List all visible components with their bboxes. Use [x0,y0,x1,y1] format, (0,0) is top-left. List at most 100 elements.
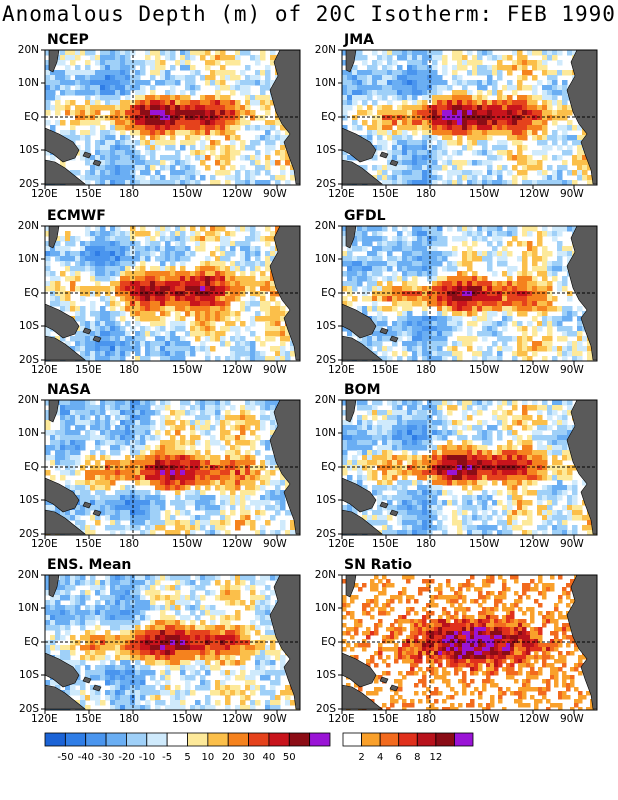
field-cell [140,140,146,146]
field-cell [437,351,443,357]
field-cell [45,251,51,257]
field-cell [372,261,378,267]
field-cell [125,60,131,66]
field-cell [105,95,111,101]
field-cell [402,326,408,332]
field-cell [432,135,438,141]
field-cell [225,100,231,106]
field-cell [165,351,171,357]
field-cell [487,231,493,237]
field-cell [200,145,206,151]
field-cell [407,135,413,141]
field-cell [150,150,156,156]
field-cell [422,70,428,76]
field-cell [452,236,458,242]
field-cell [215,120,221,126]
field-cell [105,50,111,56]
field-cell [377,140,383,146]
field-cell [145,420,151,426]
field-cell [265,356,271,361]
field-cell [447,100,453,106]
field-cell [225,311,231,317]
field-cell [537,80,543,86]
field-cell [472,65,478,71]
field-cell [65,236,71,242]
field-cell [402,55,408,61]
field-cell [477,100,483,106]
field-cell [225,460,231,466]
field-cell [55,440,61,446]
field-cell [387,246,393,252]
field-cell [472,140,478,146]
field-cell [412,326,418,332]
field-cell [125,435,131,441]
field-cell [502,346,508,352]
field-cell [140,455,146,461]
field-cell [190,80,196,86]
field-cell [462,145,468,151]
figure-title: Anomalous Depth (m) of 20C Isotherm: FEB… [2,2,616,26]
field-cell [100,271,106,277]
field-cell [160,286,166,292]
field-cell [100,306,106,312]
field-cell [255,261,261,267]
field-cell [527,321,533,327]
field-cell [185,65,191,71]
field-cell [145,311,151,317]
field-cell [75,70,81,76]
field-cell [392,296,398,302]
field-cell [140,356,146,361]
field-cell [65,301,71,307]
field-cell [150,291,156,297]
field-cell [180,65,186,71]
field-cell [522,291,528,297]
field-cell [65,130,71,136]
field-cell [497,291,503,297]
field-cell [60,120,66,126]
field-cell [552,155,558,161]
field-cell [85,105,91,111]
field-cell [210,311,216,317]
field-cell [527,296,533,302]
field-cell [362,336,368,342]
field-cell [457,301,463,307]
field-cell [422,135,428,141]
field-cell [95,356,101,361]
field-cell [190,251,196,257]
field-cell [502,301,508,307]
field-cell [502,341,508,347]
field-cell [150,420,156,426]
field-cell [85,85,91,91]
field-cell [497,301,503,307]
field-cell [120,110,126,116]
field-cell [235,311,241,317]
field-cell [567,311,573,317]
field-cell [80,251,86,257]
field-cell [492,105,498,111]
field-cell [557,246,563,252]
field-cell [442,241,448,247]
field-cell [467,175,473,181]
field-cell [462,125,468,131]
field-cell [65,341,71,347]
field-cell [125,321,131,327]
field-cell [90,410,96,416]
field-cell [225,70,231,76]
field-cell [352,241,358,247]
field-cell [240,460,246,466]
field-cell [407,251,413,257]
field-cell [367,226,373,232]
field-cell [100,256,106,262]
field-cell [275,500,281,506]
field-cell [65,266,71,272]
field-cell [235,261,241,267]
field-cell [467,331,473,337]
field-cell [457,90,463,96]
field-cell [185,95,191,101]
field-cell [160,281,166,287]
field-cell [507,336,513,342]
field-cell [407,50,413,56]
field-cell [567,346,573,352]
field-cell [60,246,66,252]
field-cell [497,336,503,342]
